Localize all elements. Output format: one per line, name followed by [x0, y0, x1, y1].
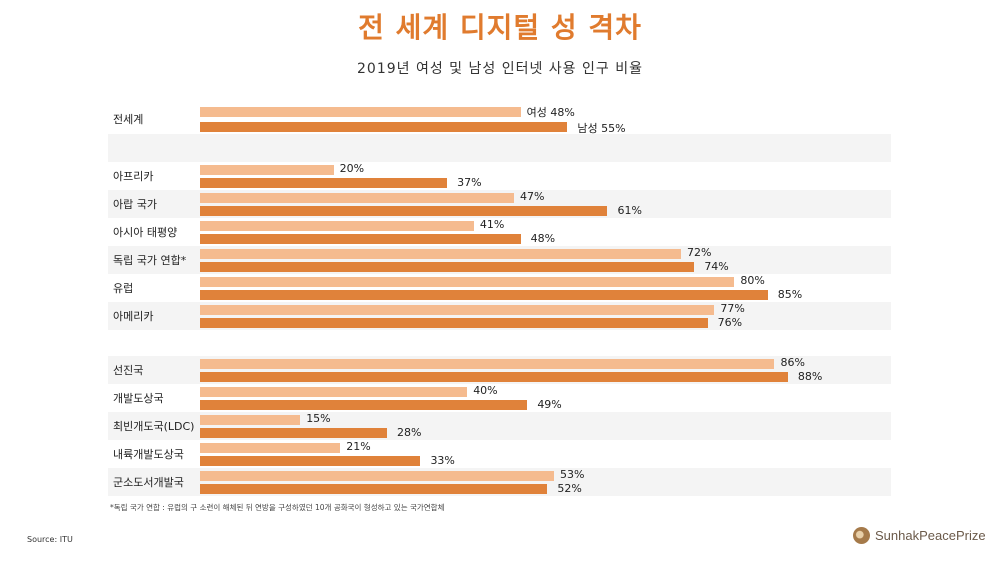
male-bar — [200, 318, 708, 328]
female-value-label: 80% — [740, 274, 765, 287]
spacer-row — [108, 134, 891, 162]
logo-emblem-icon — [853, 527, 870, 544]
male-value-label: 88% — [797, 370, 823, 383]
table-row: 아랍 국가 47% 61% — [108, 190, 891, 218]
category-label: 선진국 — [113, 364, 144, 377]
table-row: 전세계 여성 48% 남성 55% — [108, 104, 891, 135]
category-label: 아랍 국가 — [113, 198, 157, 211]
table-row: 아메리카 77% 76% — [108, 302, 891, 330]
male-value-label: 48% — [530, 232, 556, 245]
female-value-label: 53% — [560, 468, 585, 481]
male-value-label: 52% — [557, 482, 582, 495]
table-row: 선진국 86% 88% — [108, 356, 891, 384]
female-value-label: 21% — [346, 440, 371, 453]
female-value-label: 15% — [306, 412, 331, 425]
male-value-label: 남성 55% — [577, 122, 626, 135]
female-bar — [200, 249, 681, 259]
female-bar — [200, 221, 474, 231]
male-bar — [200, 206, 608, 216]
table-row: 유럽 80% 85% — [108, 274, 891, 302]
sunhak-logo: SunhakPeacePrize — [853, 527, 986, 544]
source-note: Source: ITU — [27, 535, 73, 544]
category-label: 아메리카 — [113, 310, 154, 323]
table-row: 내륙개발도상국 21% 33% — [108, 440, 891, 468]
female-bar — [200, 277, 735, 287]
footnote: *독립 국가 연합 : 유럽의 구 소련이 해체된 뒤 연방을 구성하였던 10… — [110, 503, 445, 512]
table-row: 독립 국가 연합* 72% 74% — [108, 246, 891, 274]
female-bar — [200, 415, 301, 425]
male-value-label: 33% — [430, 454, 455, 467]
chart-title: 전 세계 디지털 성 격차 — [358, 11, 642, 44]
category-label: 군소도서개발국 — [113, 476, 184, 489]
female-value-label: 72% — [686, 246, 712, 259]
female-bar — [200, 471, 555, 481]
male-value-label: 37% — [457, 176, 482, 189]
male-bar — [200, 122, 568, 132]
male-bar — [200, 178, 448, 188]
male-bar — [200, 372, 788, 382]
female-bar — [200, 305, 715, 315]
table-row: 아시아 태평양 41% 48% — [108, 218, 891, 246]
male-bar — [200, 262, 695, 272]
category-label: 독립 국가 연합* — [113, 254, 187, 267]
male-bar — [200, 456, 421, 466]
category-label: 최빈개도국(LDC) — [113, 420, 195, 433]
male-value-label: 28% — [397, 426, 422, 439]
female-value-label: 20% — [339, 162, 365, 175]
male-bar — [200, 400, 528, 410]
male-bar — [200, 484, 548, 494]
female-bar — [200, 107, 521, 117]
chart-subtitle: 2019년 여성 및 남성 인터넷 사용 인구 비율 — [357, 61, 643, 77]
table-row: 개발도상국 40% 49% — [108, 384, 891, 412]
category-label: 전세계 — [113, 113, 144, 126]
female-value-label: 47% — [519, 190, 545, 203]
category-label: 아시아 태평양 — [113, 226, 178, 239]
female-value-label: 86% — [780, 356, 805, 369]
male-value-label: 61% — [617, 204, 642, 217]
male-bar — [200, 290, 768, 300]
female-bar — [200, 165, 334, 175]
table-row: 아프리카 20% 37% — [108, 162, 891, 190]
male-bar — [200, 428, 388, 438]
male-value-label: 74% — [704, 260, 729, 273]
female-value-label: 41% — [479, 218, 505, 231]
table-row: 군소도서개발국 53% 52% — [108, 468, 891, 496]
female-bar — [200, 193, 514, 203]
female-bar — [200, 359, 775, 369]
female-bar — [200, 443, 341, 453]
female-value-label: 40% — [473, 384, 498, 397]
male-value-label: 76% — [717, 316, 743, 329]
category-label: 내륙개발도상국 — [113, 448, 184, 461]
category-label: 개발도상국 — [113, 392, 164, 405]
male-bar — [200, 234, 521, 244]
table-row: 최빈개도국(LDC) 15% 28% — [108, 412, 891, 440]
male-value-label: 85% — [777, 288, 803, 301]
female-value-label: 여성 48% — [526, 106, 575, 119]
category-label: 유럽 — [113, 282, 134, 295]
female-bar — [200, 387, 468, 397]
female-value-label: 77% — [720, 302, 745, 315]
male-value-label: 49% — [537, 398, 562, 411]
category-label: 아프리카 — [113, 170, 154, 183]
logo-text: SunhakPeacePrize — [875, 528, 986, 543]
